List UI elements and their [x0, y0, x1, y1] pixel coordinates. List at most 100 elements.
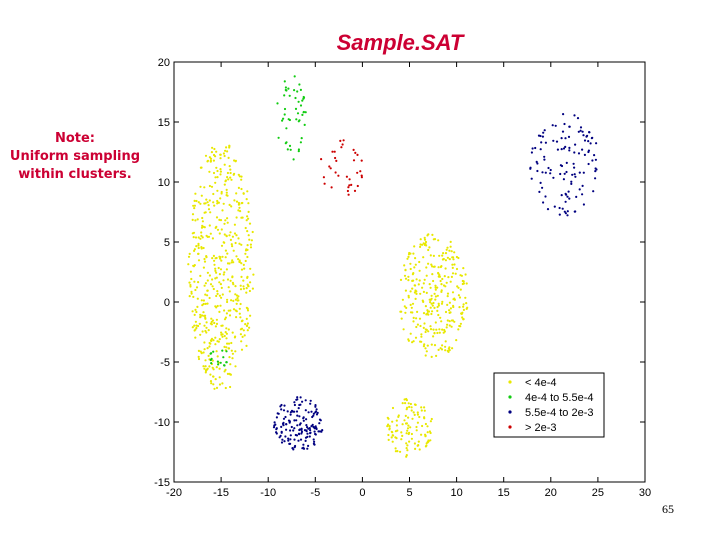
data-point — [461, 316, 464, 319]
data-point — [209, 373, 212, 376]
data-point — [309, 402, 312, 405]
data-point — [440, 283, 443, 286]
data-point — [217, 266, 220, 270]
data-point — [460, 312, 463, 315]
data-point — [401, 434, 404, 437]
data-point — [404, 402, 407, 405]
data-point — [438, 274, 441, 277]
data-point — [218, 255, 221, 258]
data-point — [250, 239, 253, 242]
y-tick-label: -15 — [154, 477, 170, 489]
data-point — [405, 306, 408, 309]
data-point — [419, 238, 422, 241]
data-point — [234, 365, 237, 368]
data-point — [231, 245, 234, 248]
data-point — [281, 119, 284, 122]
legend-label: 5.5e-4 to 2e-3 — [525, 407, 594, 419]
data-point — [431, 233, 434, 236]
data-point — [573, 151, 576, 154]
data-point — [442, 252, 445, 255]
data-point — [240, 202, 243, 205]
data-point — [218, 294, 221, 297]
data-point — [430, 417, 433, 421]
data-point — [554, 124, 557, 127]
data-point — [215, 166, 218, 169]
data-point — [207, 208, 211, 211]
data-point — [295, 410, 299, 413]
data-point — [456, 285, 459, 288]
data-point — [415, 429, 418, 432]
data-point — [240, 275, 243, 278]
data-point — [235, 200, 239, 203]
data-point — [544, 171, 547, 174]
data-point — [581, 184, 584, 187]
data-point — [216, 360, 219, 363]
data-point — [302, 447, 306, 450]
data-point — [224, 316, 227, 319]
data-point — [199, 333, 202, 336]
data-point — [190, 277, 193, 281]
data-point — [440, 348, 444, 351]
data-point — [286, 148, 289, 151]
data-point — [392, 434, 395, 437]
data-point — [433, 292, 436, 295]
data-point — [229, 238, 232, 241]
data-point — [459, 288, 462, 291]
data-point — [198, 322, 201, 325]
data-point — [418, 279, 421, 282]
data-point — [222, 356, 225, 359]
data-point — [244, 252, 247, 255]
data-point — [214, 378, 217, 381]
data-point — [216, 292, 219, 295]
data-point — [444, 345, 447, 348]
data-point — [290, 425, 293, 429]
data-point — [465, 282, 468, 285]
data-point — [360, 159, 363, 162]
data-point — [423, 278, 426, 281]
data-point — [441, 300, 444, 303]
data-point — [223, 163, 226, 166]
data-point — [318, 430, 322, 433]
x-tick-label: 25 — [592, 487, 604, 499]
data-point — [346, 189, 349, 193]
data-point — [458, 324, 461, 328]
data-point — [566, 195, 569, 198]
data-point — [194, 236, 198, 239]
data-point — [204, 365, 207, 368]
data-point — [223, 271, 226, 274]
data-point — [221, 382, 224, 385]
data-point — [415, 425, 418, 429]
data-point — [213, 259, 216, 262]
data-point — [234, 285, 237, 288]
data-point — [314, 425, 317, 428]
data-point — [245, 317, 248, 320]
x-tick-label: -10 — [260, 487, 276, 499]
y-tick-label: 20 — [158, 57, 170, 69]
data-point — [405, 408, 408, 411]
data-point — [215, 150, 218, 153]
data-point — [233, 232, 237, 235]
data-point — [307, 411, 310, 414]
data-point — [249, 314, 252, 317]
data-point — [298, 428, 301, 432]
data-point — [279, 405, 282, 408]
data-point — [223, 222, 226, 225]
data-point — [201, 314, 204, 317]
data-point — [211, 359, 214, 362]
data-point — [203, 324, 206, 327]
data-point — [595, 142, 598, 145]
data-point — [216, 228, 220, 231]
data-point — [429, 328, 433, 331]
data-point — [298, 423, 301, 426]
data-point — [287, 437, 290, 440]
data-point — [558, 206, 561, 210]
data-point — [195, 326, 198, 330]
data-point — [229, 176, 232, 179]
data-point — [231, 259, 234, 262]
data-point — [399, 450, 402, 453]
data-point — [216, 169, 219, 173]
data-point — [568, 149, 571, 152]
data-point — [422, 282, 425, 285]
data-point — [229, 231, 232, 234]
data-point — [449, 280, 452, 283]
